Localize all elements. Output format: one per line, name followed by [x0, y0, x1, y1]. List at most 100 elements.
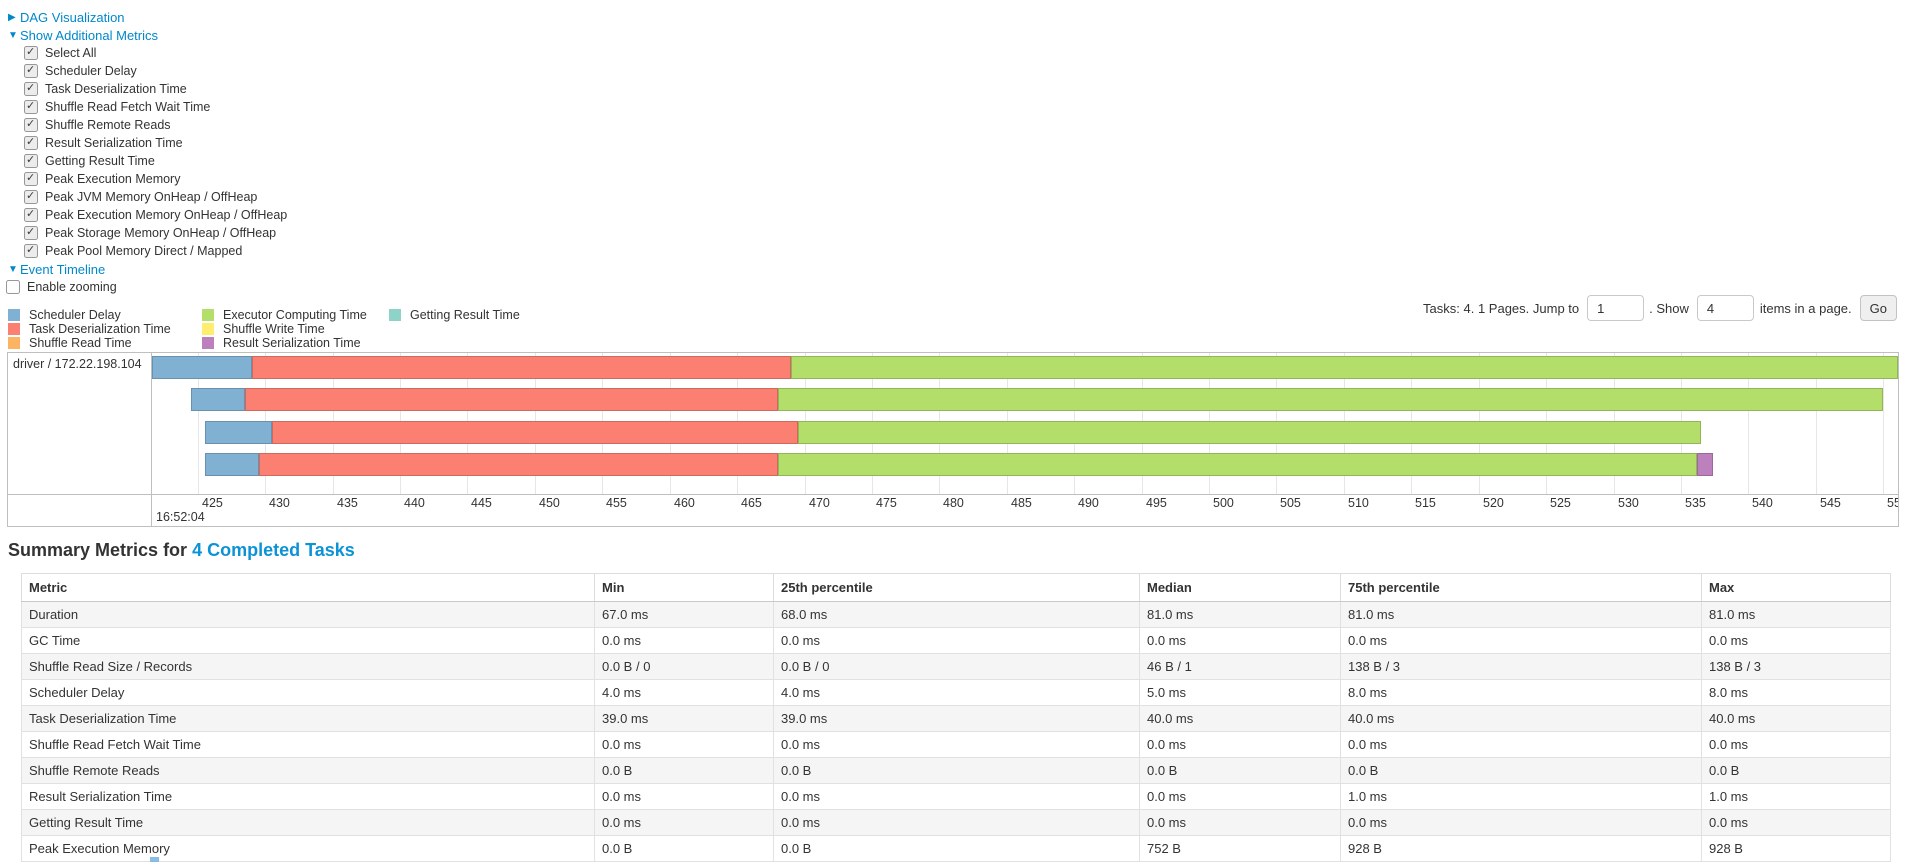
axis-tick-label: 535	[1685, 496, 1706, 510]
summary-header-row: Metric Min 25th percentile Median 75th perce…	[21, 573, 1891, 602]
axis-separator	[8, 494, 1898, 495]
event-timeline-link[interactable]: Event Timeline	[20, 261, 106, 277]
summary-column-header: Median	[1139, 573, 1341, 602]
summary-table-cell: 8.0 ms	[1701, 679, 1891, 706]
summary-table-cell: 68.0 ms	[773, 601, 1140, 628]
legend-swatch	[202, 308, 214, 321]
summary-table-cell: 0.0 B / 0	[594, 653, 774, 680]
axis-tick-label: 515	[1415, 496, 1436, 510]
summary-table-cell: 0.0 ms	[1139, 809, 1341, 836]
summary-table-cell: 0.0 B	[773, 757, 1140, 784]
event-timeline-toggle[interactable]: ▼ Event Timeline	[8, 260, 105, 278]
metric-checkbox-label: Peak Storage Memory OnHeap / OffHeap	[45, 226, 277, 240]
show-additional-metrics-toggle[interactable]: ▼ Show Additional Metrics	[8, 26, 158, 44]
legend-item: Result Serialization Time	[202, 336, 361, 350]
metric-checkbox[interactable]	[24, 172, 38, 186]
task-bar-segment[interactable]	[191, 388, 246, 411]
axis-tick-label: 550	[1887, 496, 1898, 510]
task-bar-segment[interactable]	[1697, 453, 1714, 476]
legend-swatch	[389, 308, 401, 321]
axis-tick-label: 480	[943, 496, 964, 510]
summary-table-cell: Result Serialization Time	[21, 783, 595, 810]
metric-checkbox-row: Scheduler Delay	[24, 62, 137, 80]
legend-swatch	[8, 322, 20, 335]
metric-checkbox-label: Select All	[45, 46, 97, 60]
summary-table-cell: 39.0 ms	[594, 705, 774, 732]
page-size-input[interactable]	[1696, 295, 1754, 321]
metric-checkbox[interactable]	[24, 118, 38, 132]
show-label: . Show	[1649, 300, 1689, 316]
summary-table-cell: GC Time	[21, 627, 595, 654]
metric-checkbox-row: Select All	[24, 44, 96, 62]
task-bar-segment[interactable]	[271, 421, 798, 444]
metric-checkbox-label: Task Deserialization Time	[45, 82, 187, 96]
axis-tick-label: 520	[1483, 496, 1504, 510]
summary-table-row: Result Serialization Time 0.0 ms 0.0 ms 0.0…	[21, 783, 1891, 810]
metric-checkbox-row: Peak Pool Memory Direct / Mapped	[24, 242, 242, 260]
metric-checkbox[interactable]	[24, 154, 38, 168]
metric-checkbox[interactable]	[24, 100, 38, 114]
event-timeline-chart: driver / 172.22.198.104 16:52:04 425 430 4…	[7, 352, 1899, 527]
tasks-pagination: Tasks: 4. 1 Pages. Jump to . Show items …	[1423, 294, 1897, 322]
summary-table-cell: 0.0 ms	[1701, 627, 1891, 654]
summary-table-row: Peak Execution Memory 0.0 B 0.0 B 752 B 928 …	[21, 835, 1891, 862]
metric-checkbox[interactable]	[24, 46, 38, 60]
legend-item: Scheduler Delay	[8, 308, 121, 322]
summary-table-cell: 81.0 ms	[1340, 601, 1702, 628]
task-bar-segment[interactable]	[777, 453, 1698, 476]
legend-swatch	[202, 322, 214, 335]
metric-checkbox[interactable]	[24, 136, 38, 150]
summary-table-cell: 46 B / 1	[1139, 653, 1341, 680]
summary-metrics-table: Metric Min 25th percentile Median 75th perce…	[21, 573, 1891, 862]
task-bar-segment[interactable]	[797, 421, 1702, 444]
task-bar-segment[interactable]	[251, 356, 792, 379]
axis-tick-label: 505	[1280, 496, 1301, 510]
legend-label: Task Deserialization Time	[29, 321, 171, 336]
enable-zooming-checkbox[interactable]	[6, 280, 20, 294]
completed-tasks-link[interactable]: 4 Completed Tasks	[192, 540, 355, 560]
task-bar-segment[interactable]	[204, 453, 259, 476]
task-bar-segment[interactable]	[777, 388, 1884, 411]
axis-tick-label: 460	[674, 496, 695, 510]
metric-checkbox-label: Peak Pool Memory Direct / Mapped	[45, 244, 243, 258]
go-button[interactable]: Go	[1859, 295, 1897, 321]
summary-table-cell: 0.0 B / 0	[773, 653, 1140, 680]
timeline-group-column: driver / 172.22.198.104	[8, 353, 152, 526]
metric-checkbox[interactable]	[24, 64, 38, 78]
metric-checkbox-label: Peak Execution Memory	[45, 172, 181, 186]
metric-checkbox[interactable]	[24, 82, 38, 96]
summary-table-cell: Shuffle Read Size / Records	[21, 653, 595, 680]
metric-checkbox[interactable]	[24, 190, 38, 204]
task-bar-segment[interactable]	[152, 356, 252, 379]
task-bar-segment[interactable]	[258, 453, 778, 476]
caret-down-icon: ▼	[8, 263, 18, 275]
summary-table-cell: 0.0 ms	[594, 783, 774, 810]
items-per-page-label: items in a page.	[1759, 300, 1852, 316]
axis-start-time-label: 16:52:04	[156, 510, 205, 524]
task-bar-segment[interactable]	[245, 388, 778, 411]
metric-checkbox-label: Result Serialization Time	[45, 136, 183, 150]
timeline-plot-area	[152, 353, 1898, 494]
gridline	[1748, 353, 1749, 494]
summary-column-header: Min	[594, 573, 774, 602]
task-bar-segment[interactable]	[791, 356, 1898, 379]
metric-checkbox-row: Shuffle Remote Reads	[24, 116, 171, 134]
summary-table-cell: 0.0 ms	[773, 627, 1140, 654]
legend-label: Shuffle Read Time	[29, 335, 132, 350]
summary-table-cell: 0.0 B	[773, 835, 1140, 862]
timeline-legend: Scheduler Delay Task Deserialization Time…	[8, 306, 568, 352]
summary-column-header: Metric	[21, 573, 595, 602]
metric-checkbox[interactable]	[24, 226, 38, 240]
dag-visualization-toggle[interactable]: ▶ DAG Visualization	[8, 8, 125, 26]
task-bar-segment[interactable]	[204, 421, 272, 444]
summary-table-cell: 0.0 ms	[1340, 627, 1702, 654]
dag-visualization-link[interactable]: DAG Visualization	[20, 9, 125, 25]
show-additional-metrics-link[interactable]: Show Additional Metrics	[20, 27, 159, 43]
summary-table-cell: 39.0 ms	[773, 705, 1140, 732]
page-jump-input[interactable]	[1587, 295, 1645, 321]
metric-checkbox[interactable]	[24, 244, 38, 258]
summary-table-cell: 0.0 ms	[1139, 783, 1341, 810]
summary-table-cell: 138 B / 3	[1701, 653, 1891, 680]
legend-label: Getting Result Time	[410, 307, 520, 322]
metric-checkbox[interactable]	[24, 208, 38, 222]
